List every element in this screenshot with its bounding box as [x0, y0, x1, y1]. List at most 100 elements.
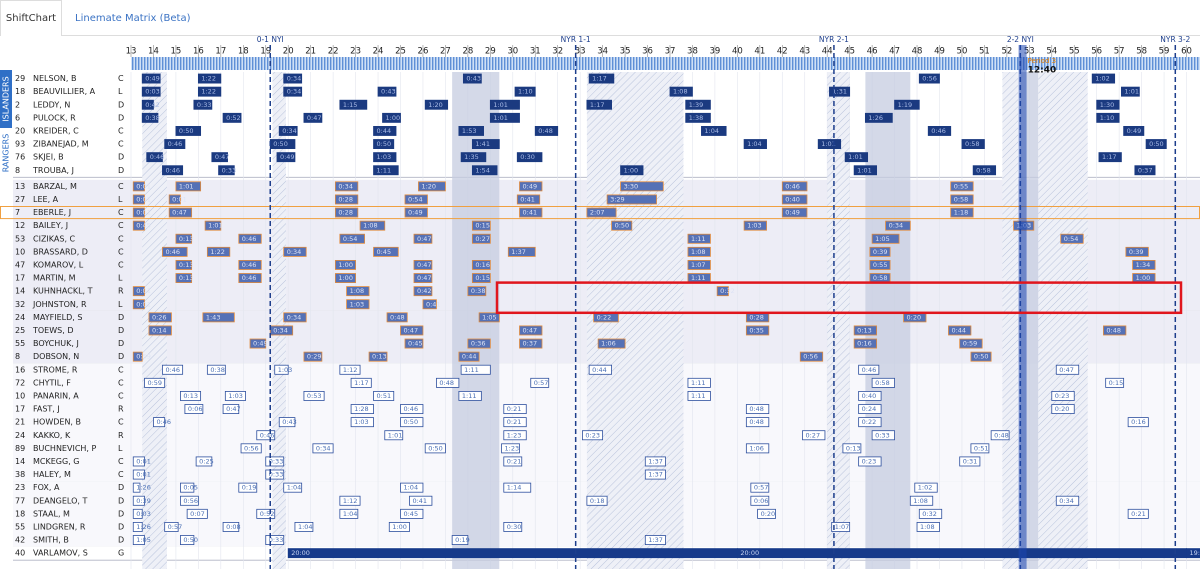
shift-bar	[972, 165, 997, 176]
shift-length: 3:30	[624, 182, 639, 190]
shift-bar	[611, 220, 633, 231]
shift-bar	[588, 73, 615, 84]
shift-length: 0:06	[754, 497, 769, 505]
tab-label[interactable]: ShiftChart	[6, 13, 56, 24]
player-name[interactable]: SMITH, B	[33, 536, 69, 545]
shift-bar	[222, 404, 240, 415]
player-name[interactable]: MARTIN, M	[33, 274, 76, 283]
shift-bar	[687, 246, 711, 257]
shift-length: 1:41	[475, 140, 490, 148]
player-name[interactable]: PANARIN, A	[33, 391, 79, 400]
player-name[interactable]: STROME, R	[33, 365, 78, 374]
shift-bar	[400, 482, 424, 493]
shift-bar	[1055, 495, 1080, 506]
player-number: 20	[15, 126, 25, 135]
player-name[interactable]: TROUBA, J	[32, 166, 74, 175]
player-name[interactable]: CIZIKAS, C	[33, 234, 76, 243]
player-name[interactable]: EBERLE, J	[33, 208, 71, 217]
shift-length: 0:13	[372, 353, 387, 361]
shift-length: 19:46	[1190, 549, 1200, 557]
shift-length: 1:02	[1095, 75, 1110, 83]
shift-length: 1:00	[1136, 274, 1151, 282]
player-name[interactable]: KREIDER, C	[33, 126, 79, 135]
player-name[interactable]: BEAUVILLIER, A	[33, 87, 96, 96]
shift-bar	[503, 482, 532, 493]
shift-length: 0:03	[145, 88, 160, 96]
player-name[interactable]: MCKEGG, G	[33, 457, 79, 466]
player-name[interactable]: LINDGREN, R	[33, 522, 86, 531]
player-position: R	[118, 431, 124, 440]
shift-length: 1:00	[386, 114, 401, 122]
player-name[interactable]: BUCHNEVICH, P	[33, 444, 97, 453]
shift-length: 0:48	[994, 431, 1009, 439]
shift-bar	[404, 338, 424, 349]
player-position: C	[118, 221, 124, 230]
player-name[interactable]: KUHNHACKL, T	[33, 287, 93, 296]
player-name[interactable]: CHYTIL, F	[33, 378, 71, 387]
shift-length: 0:59	[963, 340, 978, 348]
shift-length: 1:10	[518, 88, 533, 96]
player-position: C	[118, 140, 124, 149]
shift-bar	[141, 86, 161, 97]
player-name[interactable]: ZIBANEJAD, M	[33, 140, 89, 149]
player-name[interactable]: LEDDY, N	[33, 100, 70, 109]
player-name[interactable]: DOBSON, N	[33, 352, 79, 361]
shift-length: 0:50	[974, 353, 989, 361]
player-position: D	[118, 166, 124, 175]
player-name[interactable]: MAYFIELD, S	[33, 313, 82, 322]
shift-bar	[961, 139, 985, 150]
tab-label[interactable]: Linemate Matrix (Beta)	[75, 13, 191, 24]
player-name[interactable]: BARZAL, M	[33, 182, 77, 191]
shift-length: 1:19	[898, 101, 913, 109]
shift-length: 0:48	[390, 313, 405, 321]
shift-length: 0:57	[534, 379, 549, 387]
shift-length: 0:49	[785, 209, 800, 217]
shift-length: 0:48	[749, 418, 764, 426]
player-name[interactable]: JOHNSTON, R	[32, 300, 87, 309]
player-name[interactable]: BOYCHUK, J	[33, 339, 79, 348]
shift-bar	[831, 522, 851, 532]
shift-length: 0:13	[179, 274, 194, 282]
shift-length: 1:03	[354, 418, 369, 426]
player-name[interactable]: TOEWS, D	[32, 326, 73, 335]
shift-length: 0:54	[408, 195, 423, 203]
shift-bar	[303, 351, 323, 362]
player-number: 8	[15, 352, 20, 361]
shift-length: 0:47	[307, 114, 322, 122]
player-name[interactable]: KOMAROV, L	[33, 260, 84, 269]
shift-length: 0:50	[428, 444, 443, 452]
player-name[interactable]: VARLAMOV, S	[33, 549, 88, 558]
player-position: L	[118, 300, 123, 309]
player-name[interactable]: FOX, A	[33, 483, 60, 492]
shift-length: 0:39	[136, 497, 151, 505]
shift-bar	[373, 152, 397, 163]
player-name[interactable]: BRASSARD, D	[33, 247, 88, 256]
time-cursor	[1018, 45, 1027, 569]
shift-length: 0:42	[145, 101, 160, 109]
shift-length: 0:56	[244, 444, 259, 452]
player-name[interactable]: BAILEY, J	[33, 221, 68, 230]
player-name[interactable]: PULOCK, R	[33, 113, 76, 122]
shift-bar	[503, 522, 523, 532]
player-name[interactable]: FAST, J	[33, 405, 60, 414]
player-name[interactable]: HALEY, M	[33, 470, 71, 479]
player-number: 72	[15, 378, 25, 387]
player-name[interactable]: LEE, A	[33, 195, 59, 204]
shift-length: 0:01	[136, 195, 151, 203]
shift-bar	[745, 417, 770, 428]
player-name[interactable]: HOWDEN, B	[33, 418, 81, 427]
player-name[interactable]: NELSON, B	[33, 74, 76, 83]
shift-length: 0:56	[183, 497, 198, 505]
player-name[interactable]: DEANGELO, T	[33, 496, 87, 505]
shift-bar	[871, 430, 895, 441]
shift-length: 0:47	[417, 235, 432, 243]
shift-bar	[413, 233, 433, 244]
shift-bar	[222, 522, 240, 532]
player-name[interactable]: SKJEI, B	[33, 153, 64, 162]
player-number: 21	[15, 418, 25, 427]
shift-length: 1:06	[749, 444, 764, 452]
player-name[interactable]: STAAL, M	[33, 509, 70, 518]
active-tab[interactable]	[0, 0, 62, 36]
player-name[interactable]: KAKKO, K	[33, 431, 71, 440]
player-position: L	[118, 195, 123, 204]
